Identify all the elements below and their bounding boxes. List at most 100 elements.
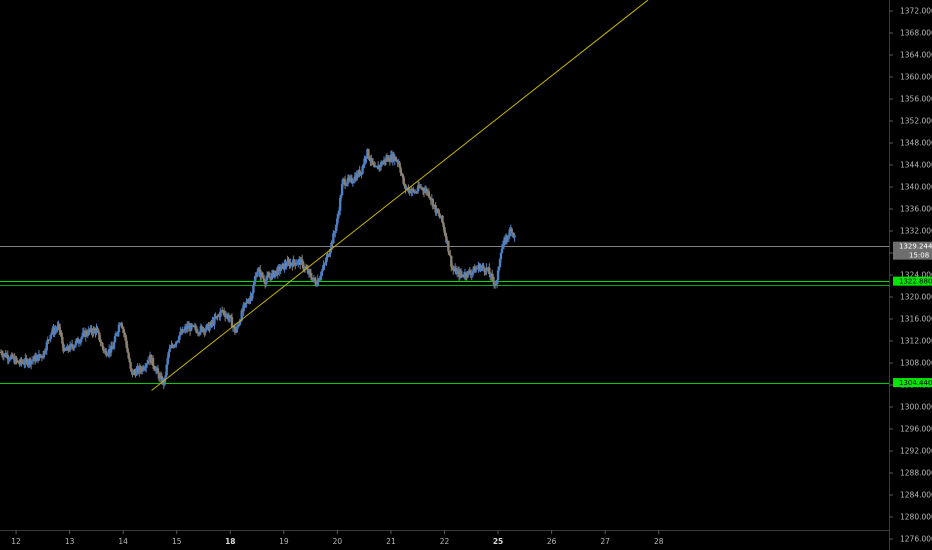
- price-tick-label: 1296.000: [900, 425, 932, 434]
- candle-body: [242, 304, 245, 312]
- candle-body: [2, 354, 6, 357]
- candle-body: [415, 191, 419, 193]
- price-tick-label: 1336.000: [900, 205, 932, 214]
- candle-body: [205, 324, 208, 330]
- candle-body: [442, 222, 445, 227]
- candle-body: [101, 342, 104, 347]
- time-tick-label: 28: [654, 537, 664, 546]
- candle-body: [254, 276, 257, 281]
- candle-body: [144, 367, 147, 369]
- time-tick-label: 27: [600, 537, 610, 546]
- candle-body: [264, 279, 268, 285]
- candle-body: [499, 253, 503, 260]
- candle-body: [229, 315, 233, 318]
- candle-body: [11, 354, 14, 359]
- candles: [0, 148, 516, 390]
- price-badge-0: [893, 241, 932, 260]
- candle-body: [322, 265, 325, 269]
- candle-body: [388, 161, 392, 163]
- candle-body: [496, 270, 500, 281]
- candle-body: [337, 210, 341, 215]
- candle-body: [109, 345, 113, 353]
- time-tick-label: 20: [333, 537, 343, 546]
- candle-body: [72, 346, 76, 349]
- candle-body: [251, 292, 254, 299]
- candle-body: [345, 183, 349, 186]
- candle-body: [399, 167, 402, 173]
- trendline[interactable]: [151, 0, 649, 391]
- candle-body: [483, 268, 486, 272]
- candle-body: [352, 181, 356, 183]
- time-tick-label: 19: [279, 537, 289, 546]
- candle-body: [256, 271, 259, 277]
- time-tick-label: 26: [547, 537, 557, 546]
- candle-body: [292, 259, 295, 267]
- candle-body: [315, 285, 318, 287]
- candle-body: [394, 156, 397, 161]
- candle-body: [176, 341, 179, 343]
- candle-body: [56, 325, 59, 330]
- candle-body: [421, 187, 425, 191]
- candle-body: [387, 157, 391, 162]
- horizontal-lines: [0, 246, 889, 384]
- candle-body: [195, 329, 199, 333]
- candle-body: [244, 303, 247, 305]
- candle-body: [335, 224, 338, 231]
- candle-body: [470, 273, 473, 276]
- candle-body: [248, 299, 251, 303]
- candle-body: [179, 331, 182, 336]
- candle-body: [444, 232, 447, 237]
- candle-body: [93, 328, 96, 330]
- candle-body: [163, 377, 166, 385]
- candle-body: [116, 332, 120, 335]
- candle-body: [501, 245, 505, 249]
- candle-body: [262, 278, 266, 282]
- time-tick-label: 21: [386, 537, 396, 546]
- candle-body: [375, 166, 378, 168]
- candle-body: [115, 334, 119, 336]
- trendline-segment[interactable]: [151, 0, 649, 391]
- candle-body: [502, 240, 506, 246]
- candle-body: [145, 363, 149, 365]
- candle-body: [297, 260, 300, 264]
- candle-body: [9, 356, 12, 360]
- candle-body: [230, 317, 234, 328]
- candle-body: [498, 259, 502, 267]
- candle-body: [459, 271, 463, 275]
- candle-body: [261, 276, 265, 279]
- candle-body: [321, 268, 324, 272]
- candle-body: [247, 302, 250, 304]
- candle-body: [299, 259, 303, 265]
- candle-body: [169, 347, 172, 349]
- candle-body: [15, 357, 18, 361]
- candle-body: [350, 178, 354, 183]
- candle-body: [513, 235, 516, 238]
- candle-body: [401, 174, 404, 177]
- candle-body: [363, 158, 366, 166]
- candle-body: [117, 324, 121, 333]
- candle-body: [227, 317, 231, 320]
- price-tick-label: 1368.000: [900, 29, 932, 38]
- candle-body: [42, 351, 46, 358]
- candle-body: [125, 340, 128, 349]
- candle-body: [289, 262, 292, 267]
- candle-body: [278, 266, 281, 272]
- candle-body: [31, 359, 35, 361]
- candle-body: [183, 329, 186, 332]
- price-tick-label: 1292.000: [900, 447, 932, 456]
- candle-body: [237, 325, 240, 327]
- candle-body: [208, 325, 211, 331]
- candle-body: [216, 316, 219, 318]
- time-tick-label: 14: [118, 537, 128, 546]
- time-axis[interactable]: 12 13 14 15 18 19 20 21 22 25 26 27 28: [11, 530, 664, 546]
- candle-body: [476, 268, 479, 270]
- candle-body: [18, 363, 21, 365]
- candle-body: [38, 354, 42, 357]
- price-tick-label: 1300.000: [900, 403, 932, 412]
- candle-body: [286, 260, 289, 266]
- candle-body: [479, 267, 482, 271]
- candle-body: [143, 368, 146, 370]
- price-tick-label: 1312.000: [900, 337, 932, 346]
- candle-body: [178, 335, 181, 341]
